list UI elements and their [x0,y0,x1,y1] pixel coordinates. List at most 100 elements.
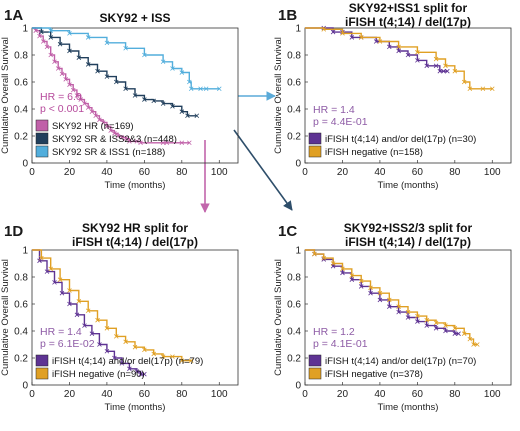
hr-stat: p < 0.001 [40,103,84,115]
x-tick-label: 100 [484,389,501,400]
x-tick-label: 20 [64,167,76,178]
y-tick-label: 0 [22,159,28,170]
censor-mark [48,52,54,58]
y-axis-label: Cumulative Overall Survival [273,37,284,154]
censor-mark [112,131,117,136]
x-tick-label: 60 [412,389,424,400]
x-tick-label: 80 [449,167,461,178]
censor-mark [216,86,222,92]
x-tick-label: 40 [374,389,386,400]
x-tick-label: 0 [29,389,35,400]
series-1 [32,27,192,146]
y-tick-label: 0.6 [14,78,28,89]
y-tick-label: 1 [295,24,301,35]
censor-mark [48,35,54,40]
y-tick-label: 1 [22,246,28,257]
x-tick-label: 100 [211,389,228,400]
censor-mark [142,347,147,353]
censor-mark [452,68,458,74]
censor-mark [405,315,411,320]
censor-mark [373,39,379,44]
legend-swatch [308,132,322,145]
censor-mark [85,105,91,110]
legend-label: iFISH negative (n=158) [325,147,423,158]
censor-mark [433,56,439,62]
series-line [305,27,493,90]
censor-mark [142,97,147,102]
connector-arrows [200,91,293,213]
censor-mark [480,86,486,92]
censor-mark [39,29,44,35]
censor-mark [104,40,110,46]
x-tick-label: 60 [412,167,424,178]
y-tick-label: 0.6 [287,78,301,89]
censor-mark [100,120,106,125]
y-tick-label: 0 [295,159,301,170]
censor-mark [194,113,200,119]
censor-mark [321,255,327,261]
y-axis-label: Cumulative Overall Survival [0,259,11,376]
x-axis-label: Time (months) [105,180,166,191]
legend-label: iFISH t(4;14) and/or del(17p) (n=30) [325,134,476,145]
censor-mark [377,297,383,303]
censor-mark [63,77,68,82]
censor-mark [312,251,317,257]
censor-mark [48,28,54,33]
panel-letter: 1D [4,223,23,240]
series-line [32,27,197,117]
censor-mark [467,86,473,92]
censor-mark [187,79,192,85]
series-1 [32,249,147,377]
censor-mark [349,277,355,282]
legend-swatch [35,119,49,132]
x-axis-label: Time (months) [378,402,439,413]
censor-mark [368,285,373,291]
chart-title: iFISH t(4;14) / del(17p) [72,235,198,249]
censor-mark [48,266,54,272]
censor-mark [443,63,448,69]
series-line [305,249,478,346]
censor-mark [358,284,364,289]
legend-swatch [308,354,322,367]
x-tick-label: 40 [101,167,113,178]
censor-mark [37,258,42,264]
legend-label: iFISH negative (n=378) [325,369,423,380]
censor-mark [467,336,473,342]
censor-mark [104,124,110,129]
censor-mark [76,55,82,60]
censor-mark [76,299,82,304]
censor-mark [433,63,439,69]
censor-mark [93,113,98,119]
legend-label: iFISH t(4;14) and/or del(17p) (n=79) [52,356,203,367]
censor-mark [185,113,190,119]
y-tick-label: 0.2 [287,354,301,365]
x-tick-label: 80 [176,167,188,178]
censor-mark [85,308,91,314]
censor-mark [396,48,401,54]
censor-mark [57,41,63,47]
censor-mark [358,278,364,284]
censor-mark [97,117,102,123]
censor-mark [138,140,143,146]
censor-mark [179,140,185,146]
chart-title: SKY92 + ISS [99,11,170,25]
x-tick-label: 80 [176,389,188,400]
censor-mark [59,290,65,296]
y-tick-label: 0 [22,381,28,392]
y-tick-label: 0 [295,381,301,392]
censor-mark [340,31,345,36]
chart-title: SKY92+ISS2/3 split for [344,221,473,235]
censor-mark [33,28,39,33]
censor-mark [59,71,65,77]
arrow-to-1c [233,129,293,211]
censor-mark [424,317,430,323]
panel-1a: 1A SKY92 + ISS 0 20 40 60 80 100 0 0.2 0.4 0.6 0.8 1 T… [0,7,239,191]
censor-mark [203,86,209,92]
x-tick-label: 0 [302,167,308,178]
censor-mark [179,358,185,363]
censor-mark [74,93,80,98]
censor-mark [104,74,110,79]
